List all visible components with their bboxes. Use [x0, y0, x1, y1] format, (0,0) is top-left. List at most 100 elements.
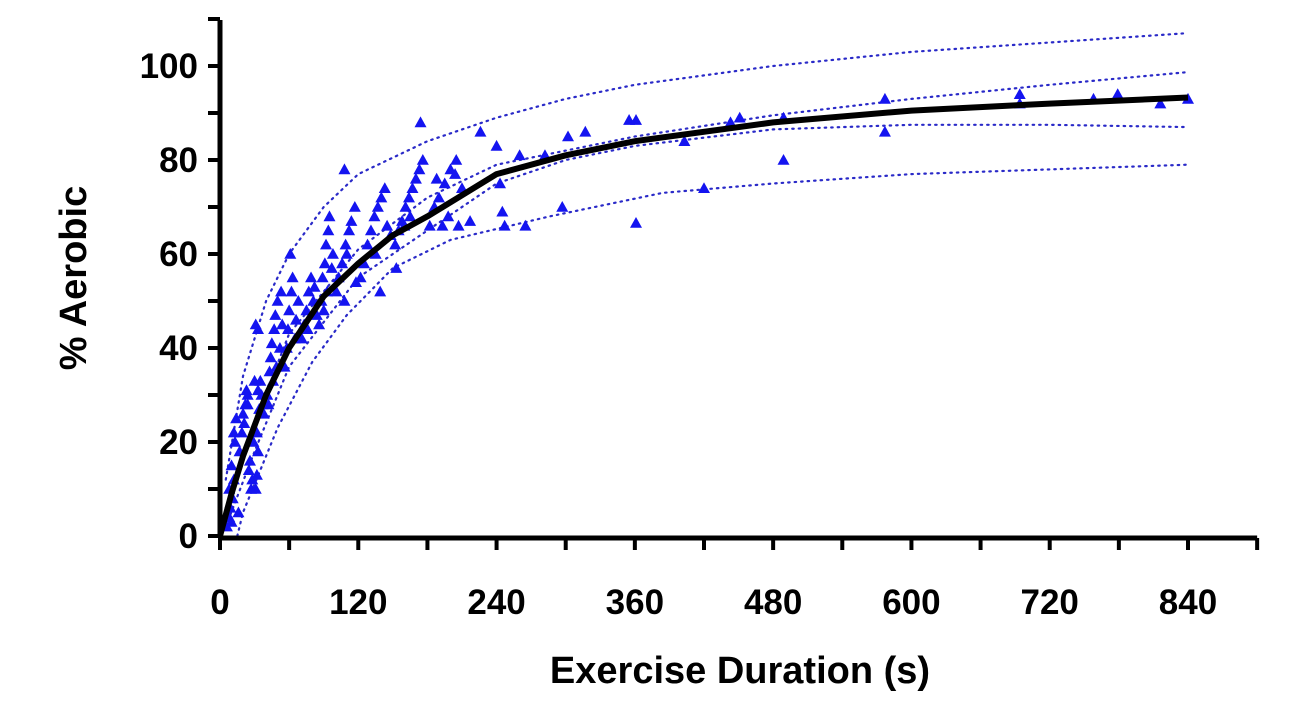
data-point: [283, 304, 296, 316]
data-point: [724, 116, 737, 128]
data-point: [378, 182, 391, 193]
data-point: [1154, 97, 1167, 109]
data-point: [432, 191, 445, 203]
data-point: [301, 323, 314, 334]
data-point: [242, 464, 255, 475]
data-point: [345, 215, 358, 226]
data-point: [252, 445, 265, 457]
data-point: [225, 515, 238, 527]
data-point: [348, 201, 361, 212]
data-point: [308, 280, 321, 292]
data-point: [579, 125, 592, 137]
data-point: [339, 238, 352, 250]
data-point: [361, 238, 374, 250]
data-point: [402, 191, 415, 203]
data-point: [340, 248, 353, 259]
data-point: [416, 154, 429, 165]
data-point: [330, 285, 343, 297]
data-point: [519, 219, 532, 231]
data-point: [449, 168, 462, 179]
data-point: [338, 163, 351, 175]
data-point: [1013, 88, 1026, 99]
data-point: [249, 483, 262, 494]
data-point: [230, 412, 243, 424]
x-tick-label: 120: [329, 583, 387, 622]
data-point: [302, 285, 315, 297]
data-point: [390, 262, 403, 273]
data-point: [354, 271, 367, 283]
data-point: [878, 92, 891, 104]
fit-curve: [217, 94, 1189, 537]
data-point: [371, 201, 384, 212]
data-point: [237, 407, 250, 419]
y-tick-label: 80: [159, 141, 198, 180]
data-point: [232, 506, 245, 518]
data-point: [265, 337, 278, 349]
x-tick-label: 840: [1159, 583, 1217, 622]
data-point: [436, 219, 449, 231]
data-point: [698, 182, 710, 193]
data-point: [678, 135, 691, 146]
x-tick-label: 240: [467, 583, 525, 622]
data-point: [228, 436, 241, 447]
data-point: [295, 332, 308, 344]
data-point: [275, 285, 288, 297]
data-point: [243, 454, 256, 466]
data-point: [292, 295, 305, 306]
data-point: [254, 374, 267, 386]
data-point: [263, 365, 276, 377]
y-axis-title: % Aerobic: [53, 186, 95, 370]
data-point: [438, 177, 451, 189]
data-point: [630, 216, 643, 228]
data-point: [1111, 88, 1124, 99]
data-point: [406, 182, 419, 193]
data-point: [250, 468, 263, 480]
x-tick-label: 0: [210, 583, 229, 622]
data-point: [268, 323, 281, 334]
data-point: [733, 111, 746, 123]
data-point: [423, 219, 436, 231]
confidence-band-lower: [224, 123, 1190, 528]
data-point: [490, 139, 503, 151]
data-point: [413, 163, 426, 175]
data-point: [452, 219, 465, 231]
data-point: [290, 313, 303, 325]
data-point: [317, 304, 330, 316]
data-point: [399, 201, 412, 212]
data-point: [313, 318, 326, 330]
axes: 0 120 240 360 480 600 720 840 0 20 40 60 80 100: [140, 17, 1260, 622]
data-point: [409, 172, 422, 184]
data-point: [338, 295, 351, 306]
data-point: [323, 210, 336, 222]
data-point: [375, 191, 388, 203]
y-tick-label: 100: [140, 47, 198, 86]
data-point: [305, 271, 318, 283]
data-point: [414, 116, 427, 128]
data-point: [777, 154, 790, 165]
x-tick-label: 360: [606, 583, 664, 622]
data-point: [276, 318, 289, 330]
x-tick-label: 600: [882, 583, 940, 622]
data-point: [368, 210, 381, 222]
data-point: [374, 285, 387, 297]
data-point: [336, 257, 349, 269]
prediction-band-lower: [236, 163, 1190, 538]
data-point: [310, 309, 323, 320]
confidence-band-upper: [224, 71, 1190, 509]
data-point: [498, 219, 511, 231]
data-point: [269, 309, 282, 320]
data-point: [430, 172, 443, 184]
fit-layer: [217, 94, 1189, 537]
data-point: [358, 257, 371, 269]
data-point: [240, 384, 253, 396]
points-layer: [220, 88, 1194, 532]
data-point: [369, 248, 382, 259]
data-point: [325, 262, 338, 273]
bands-layer: [224, 32, 1190, 538]
data-point: [322, 224, 335, 236]
data-point: [562, 130, 575, 142]
data-point: [241, 398, 254, 410]
data-point: [235, 426, 248, 438]
data-point: [878, 125, 891, 137]
